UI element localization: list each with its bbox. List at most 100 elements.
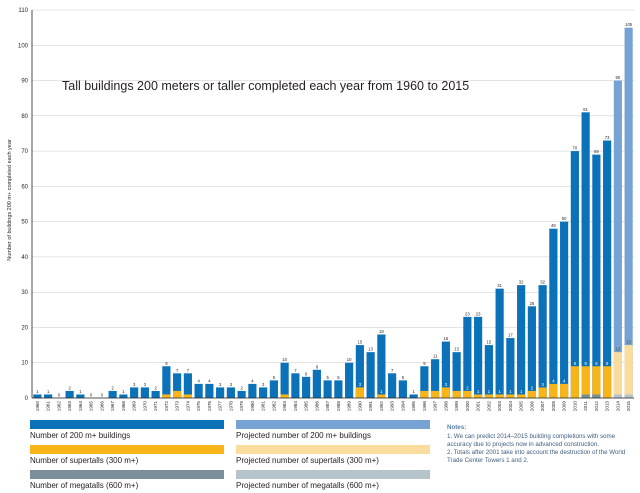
bar-supertall-label: 1 [380,389,383,394]
bar-total: 7 [388,373,397,398]
x-tick-label: 1965 [89,401,94,412]
bar-total: 73 [603,140,612,398]
bar-supertall-label: 1 [477,389,480,394]
bar-total-label: 6 [305,371,308,376]
bar-total-label: 3 [219,382,222,387]
legend-label: Number of supertalls (300 m+) [30,456,139,465]
bar-total-label: 9 [165,361,168,366]
bar-supertall: 4 [549,383,558,398]
bar-total: 2 [237,390,246,398]
bar-supertall: 1 [280,394,289,398]
legend-label: Projected number of 200 m+ buildings [236,431,371,440]
x-tick-label: 1980 [250,401,255,412]
bar-total-label: 3 [230,382,233,387]
bar-total-label: 4 [197,378,200,383]
bar-total-label: 50 [562,216,567,221]
bar-projected-total: 90 [613,80,622,398]
x-tick-label: 1997 [433,401,438,412]
bar-total-label: 5 [273,375,276,380]
x-tick-label: 1967 [110,401,115,412]
bar-megatall: 1 [592,394,601,398]
x-tick-label: 1971 [153,401,158,412]
note-1: 1. We can predict 2014–2015 building com… [447,433,616,448]
bar-projected-megatall: 1 [624,394,633,398]
bar-supertall: 1 [474,394,483,398]
x-tick-label: 1989 [347,401,352,412]
bar-supertall: 2 [173,390,182,398]
x-tick-label: 2004 [508,401,513,412]
bar-total: 23 [463,316,472,398]
bar-supertall: 2 [420,390,429,398]
bar-total-label: 13 [368,347,373,352]
bar-supertall-label: 1 [509,389,512,394]
x-tick-label: 1993 [390,401,395,412]
bar-total-label: 1 [79,389,82,394]
x-tick-label: 1969 [132,401,137,412]
bar-total-label: 3 [262,382,265,387]
x-tick-label: 1990 [357,401,362,412]
bar-supertall: 9 [581,366,590,398]
x-tick-label: 1985 [304,401,309,412]
x-tick-label: 1983 [282,401,287,412]
bar-supertall-label: 3 [445,382,448,387]
bar-total: 7 [183,373,192,398]
y-tick-label: 100 [18,43,29,49]
bar-group: 1121213329172714433243510176855101531318… [33,27,633,399]
legend-swatch [236,420,430,429]
y-tick-labels: 0 10 20 30 40 50 60 70 80 90 100 110 [18,8,29,402]
bar-total: 3 [216,387,225,398]
bar-total-label: 31 [497,283,502,288]
bar-supertall-label: 9 [595,361,598,366]
bar-total: 4 [194,383,203,398]
bar-total-label: 2 [68,385,71,390]
bar-total-label: 2 [240,385,243,390]
bar-total-label: 13 [454,347,459,352]
x-tick-label: 1977 [218,401,223,412]
bar-total: 2 [151,390,160,398]
y-tick-label: 20 [21,325,28,331]
bar-total: 5 [398,380,407,398]
x-tick-label: 1988 [336,401,341,412]
bar-total-label: 0 [90,393,93,398]
bar-total: 69 [592,154,601,398]
bar-supertall-label: 3 [541,382,544,387]
bar-projected-supertall-label: 15 [626,340,631,345]
bar-total-label: 23 [465,311,470,316]
bar-total-label: 16 [444,336,449,341]
bar-total-label: 69 [594,149,599,154]
bar-total-label: 8 [316,364,319,369]
bar-supertall-label: 9 [574,361,577,366]
bar-total: 10 [345,362,354,398]
x-tick-label: 2013 [605,401,610,412]
bar-supertall: 1 [517,394,526,398]
bar-total-label: 32 [519,280,524,285]
y-tick-label: 0 [25,396,29,402]
bar-total-label: 0 [101,393,104,398]
bar-supertall-label: 3 [359,382,362,387]
x-tick-label: 1960 [35,401,40,412]
bar-supertall: 1 [495,394,504,398]
bar-total-label: 7 [187,368,190,373]
bar-total: 26 [527,306,536,398]
bar-total: 1 [33,394,42,398]
x-tick-label: 1962 [56,401,61,412]
bar-supertall: 1 [377,394,386,398]
bar-total-label: 7 [391,368,394,373]
bar-total: 13 [452,352,461,398]
bar-total: 7 [291,373,300,398]
y-tick-label: 50 [21,220,28,226]
bar-supertall-label: 2 [466,385,469,390]
x-tick-label: 2008 [551,401,556,412]
bar-total: 32 [538,285,547,398]
y-tick-label: 110 [18,8,28,14]
bar-total-label: 4 [251,378,254,383]
bar-total: 50 [560,221,569,398]
bar-total: 18 [377,334,386,398]
bar-total-label: 5 [326,375,329,380]
bar-total-label: 26 [530,301,535,306]
bar-supertall: 1 [183,394,192,398]
x-tick-label: 1981 [261,401,266,412]
bar-total: 1 [44,394,53,398]
x-tick-label: 1994 [400,401,405,412]
bar-total: 10 [280,362,289,398]
